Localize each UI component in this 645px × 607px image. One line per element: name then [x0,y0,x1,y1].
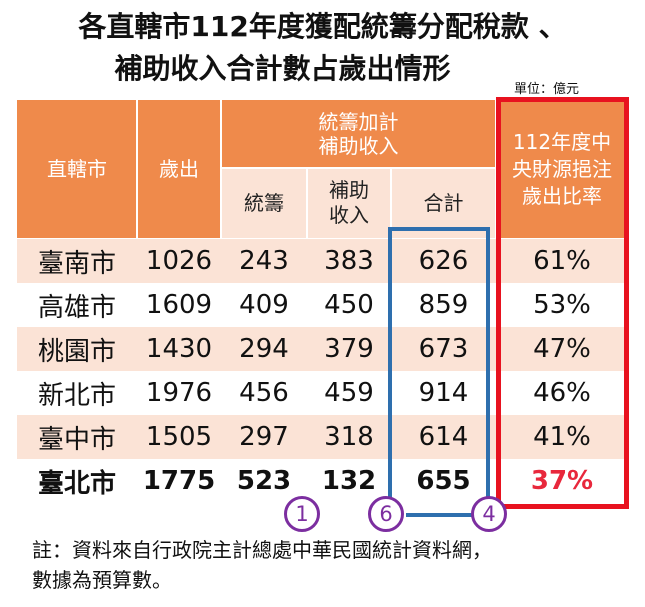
table-cell-tongchou: 243 [221,239,307,283]
table-cell-subsidy: 383 [307,239,391,283]
page-title-line1: 各直轄市112年度獲配統籌分配稅款 、 [78,10,567,43]
page-title-line2: 補助收入合計數占歲出情形 [114,52,451,85]
header-total: 合計 [391,168,496,238]
header-divider [136,100,138,238]
header-ratio: 112年度中 央財源挹注 歲出比率 [496,100,628,238]
header-group-income: 統籌加計 補助收入 [221,100,496,168]
unit-label: 單位：億元 [514,82,580,97]
table-cell-expenditure: 1609 [137,283,221,327]
table-cell-ratio-highlight: 37% [496,459,628,503]
table-cell-total: 655 [391,459,496,503]
table-cell-total: 614 [391,415,496,459]
total-column-highlight-box [388,227,490,517]
header-city: 直轄市 [17,100,137,238]
table-cell-ratio: 53% [496,283,628,327]
table-cell-ratio: 41% [496,415,628,459]
table-cell-expenditure: 1026 [137,239,221,283]
table-cell-expenditure: 1775 [137,459,221,503]
table-cell-tongchou: 523 [221,459,307,503]
footnote-line2: 數據為預算數。 [32,568,172,592]
header-divider [220,100,222,238]
table-cell-city: 臺南市 [17,239,137,283]
rank-marker-ratio: 4 [471,496,507,532]
header-tongchou: 統籌 [221,168,307,238]
header-subsidy: 補助 收入 [307,168,391,238]
table-cell-subsidy: 450 [307,283,391,327]
footnote-line1: 註：資料來自行政院主計總處中華民國統計資料網， [32,538,492,562]
table-cell-ratio: 61% [496,239,628,283]
table-cell-expenditure: 1505 [137,415,221,459]
table-cell-total: 859 [391,283,496,327]
header-divider [221,167,496,169]
table-cell-ratio: 47% [496,327,628,371]
table-cell-ratio: 46% [496,371,628,415]
table-cell-tongchou: 409 [221,283,307,327]
table-cell-subsidy: 379 [307,327,391,371]
table-cell-city: 臺北市 [17,459,137,503]
total-column-highlight-bottom [406,513,472,517]
header-divider [306,168,308,238]
table-cell-tongchou: 456 [221,371,307,415]
table-cell-expenditure: 1976 [137,371,221,415]
table-cell-tongchou: 294 [221,327,307,371]
header-expenditure: 歲出 [137,100,221,238]
table-cell-total: 626 [391,239,496,283]
table-cell-expenditure: 1430 [137,327,221,371]
table-cell-subsidy: 459 [307,371,391,415]
table-cell-total: 914 [391,371,496,415]
header-divider [390,168,392,238]
table-cell-tongchou: 297 [221,415,307,459]
table-cell-city: 臺中市 [17,415,137,459]
table-cell-total: 673 [391,327,496,371]
table-cell-subsidy: 132 [307,459,391,503]
table-cell-subsidy: 318 [307,415,391,459]
ratio-column-highlight-box [496,97,629,509]
rank-marker-tongchou: 1 [284,496,320,532]
table-cell-city: 桃園市 [17,327,137,371]
table-cell-city: 高雄市 [17,283,137,327]
rank-marker-total: 6 [368,496,404,532]
table-cell-city: 新北市 [17,371,137,415]
